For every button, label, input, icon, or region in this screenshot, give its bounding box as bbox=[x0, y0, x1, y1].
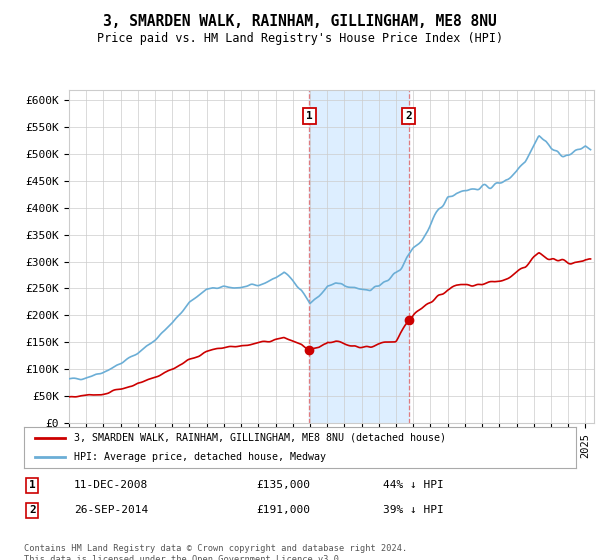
Text: HPI: Average price, detached house, Medway: HPI: Average price, detached house, Medw… bbox=[74, 452, 326, 462]
Bar bbox=[309, 90, 409, 423]
Text: 39% ↓ HPI: 39% ↓ HPI bbox=[383, 505, 443, 515]
Text: 11-DEC-2008: 11-DEC-2008 bbox=[74, 480, 148, 490]
Text: 2: 2 bbox=[405, 111, 412, 122]
Text: 44% ↓ HPI: 44% ↓ HPI bbox=[383, 480, 443, 490]
Text: 3, SMARDEN WALK, RAINHAM, GILLINGHAM, ME8 8NU: 3, SMARDEN WALK, RAINHAM, GILLINGHAM, ME… bbox=[103, 14, 497, 29]
Text: 2: 2 bbox=[29, 505, 35, 515]
Text: 26-SEP-2014: 26-SEP-2014 bbox=[74, 505, 148, 515]
Text: Contains HM Land Registry data © Crown copyright and database right 2024.
This d: Contains HM Land Registry data © Crown c… bbox=[24, 544, 407, 560]
Text: Price paid vs. HM Land Registry's House Price Index (HPI): Price paid vs. HM Land Registry's House … bbox=[97, 32, 503, 45]
Text: £135,000: £135,000 bbox=[256, 480, 310, 490]
Text: 3, SMARDEN WALK, RAINHAM, GILLINGHAM, ME8 8NU (detached house): 3, SMARDEN WALK, RAINHAM, GILLINGHAM, ME… bbox=[74, 433, 446, 443]
Text: £191,000: £191,000 bbox=[256, 505, 310, 515]
Text: 1: 1 bbox=[306, 111, 313, 122]
Text: 1: 1 bbox=[29, 480, 35, 490]
